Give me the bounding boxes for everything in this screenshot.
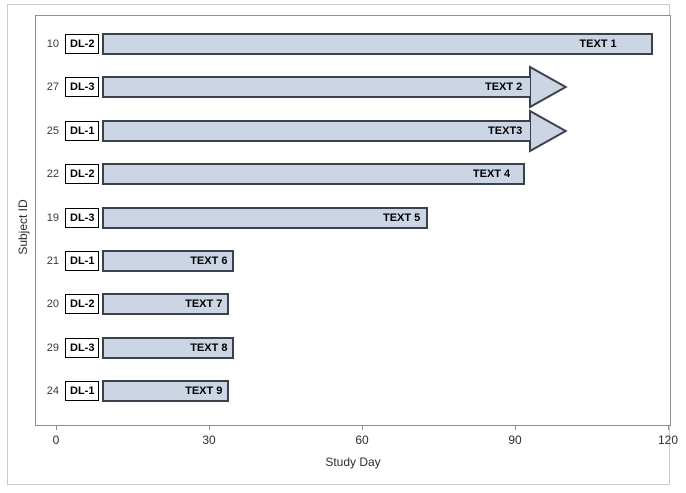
subject-id-label: 19 (46, 211, 59, 224)
x-tick-label: 120 (657, 433, 679, 447)
dose-level-box: DL-1 (65, 251, 100, 271)
plot-area: 10 DL-2 TEXT 1 27 DL-3 TEXT 2 25 DL-1 TEXT3 22 DL-… (35, 15, 671, 426)
x-tick (515, 425, 516, 430)
dose-level-box: DL-2 (65, 164, 100, 185)
subject-id-label: 27 (46, 81, 59, 94)
x-tick (668, 425, 669, 430)
subject-id-label: 22 (46, 168, 59, 181)
subject-id-label: 10 (46, 38, 59, 50)
bar-text-label: TEXT 8 (190, 341, 228, 354)
x-axis-title: Study Day (325, 455, 381, 469)
swimmer-bar: TEXT3 (101, 119, 531, 142)
subject-id-label: 24 (46, 385, 59, 398)
x-tick (209, 425, 210, 430)
subject-id-label: 29 (46, 341, 59, 354)
bar-text-label: TEXT 5 (382, 211, 421, 224)
swimmer-bar: TEXT 6 (101, 250, 235, 272)
swimmer-bar: TEXT 9 (101, 380, 230, 403)
dose-level-box: DL-2 (65, 294, 100, 315)
swimmer-bar: TEXT 5 (101, 206, 429, 229)
dose-level-box: DL-1 (65, 120, 100, 141)
bar-text-label: TEXT 1 (579, 38, 617, 50)
subject-id-label: 25 (46, 124, 59, 137)
subject-id-label: 20 (46, 298, 59, 311)
subject-id-label: 21 (46, 255, 59, 267)
bar-text-label: TEXT 7 (185, 298, 223, 311)
x-tick-label: 30 (202, 433, 216, 447)
arrow-head-icon (529, 109, 569, 158)
x-tick-label: 0 (52, 433, 60, 447)
swimmer-bar: TEXT 7 (101, 293, 230, 316)
bar-text-label: TEXT 4 (472, 168, 511, 181)
x-axis: 0 30 60 90 120 (36, 425, 678, 465)
bar-text-label: TEXT 6 (190, 255, 228, 267)
swimmer-bar: TEXT 4 (101, 163, 526, 186)
dose-level-box: DL-1 (65, 381, 100, 402)
x-tick-label: 90 (508, 433, 522, 447)
y-axis-title: Subject ID (16, 199, 30, 255)
dose-level-box: DL-3 (65, 207, 100, 228)
x-tick-label: 60 (355, 433, 369, 447)
bar-text-label: TEXT3 (488, 124, 523, 137)
x-tick (56, 425, 57, 430)
arrow-head-icon (529, 65, 569, 114)
bar-text-label: TEXT 9 (185, 385, 223, 398)
dose-level-box: DL-2 (65, 34, 100, 54)
bar-text-label: TEXT 2 (484, 81, 523, 94)
swimmer-bar: TEXT 1 (101, 33, 653, 55)
x-tick (362, 425, 363, 430)
dose-level-box: DL-3 (65, 77, 100, 98)
swimmer-bar: TEXT 8 (101, 336, 235, 359)
swimmer-bar: TEXT 2 (101, 76, 531, 99)
dose-level-box: DL-3 (65, 337, 100, 358)
